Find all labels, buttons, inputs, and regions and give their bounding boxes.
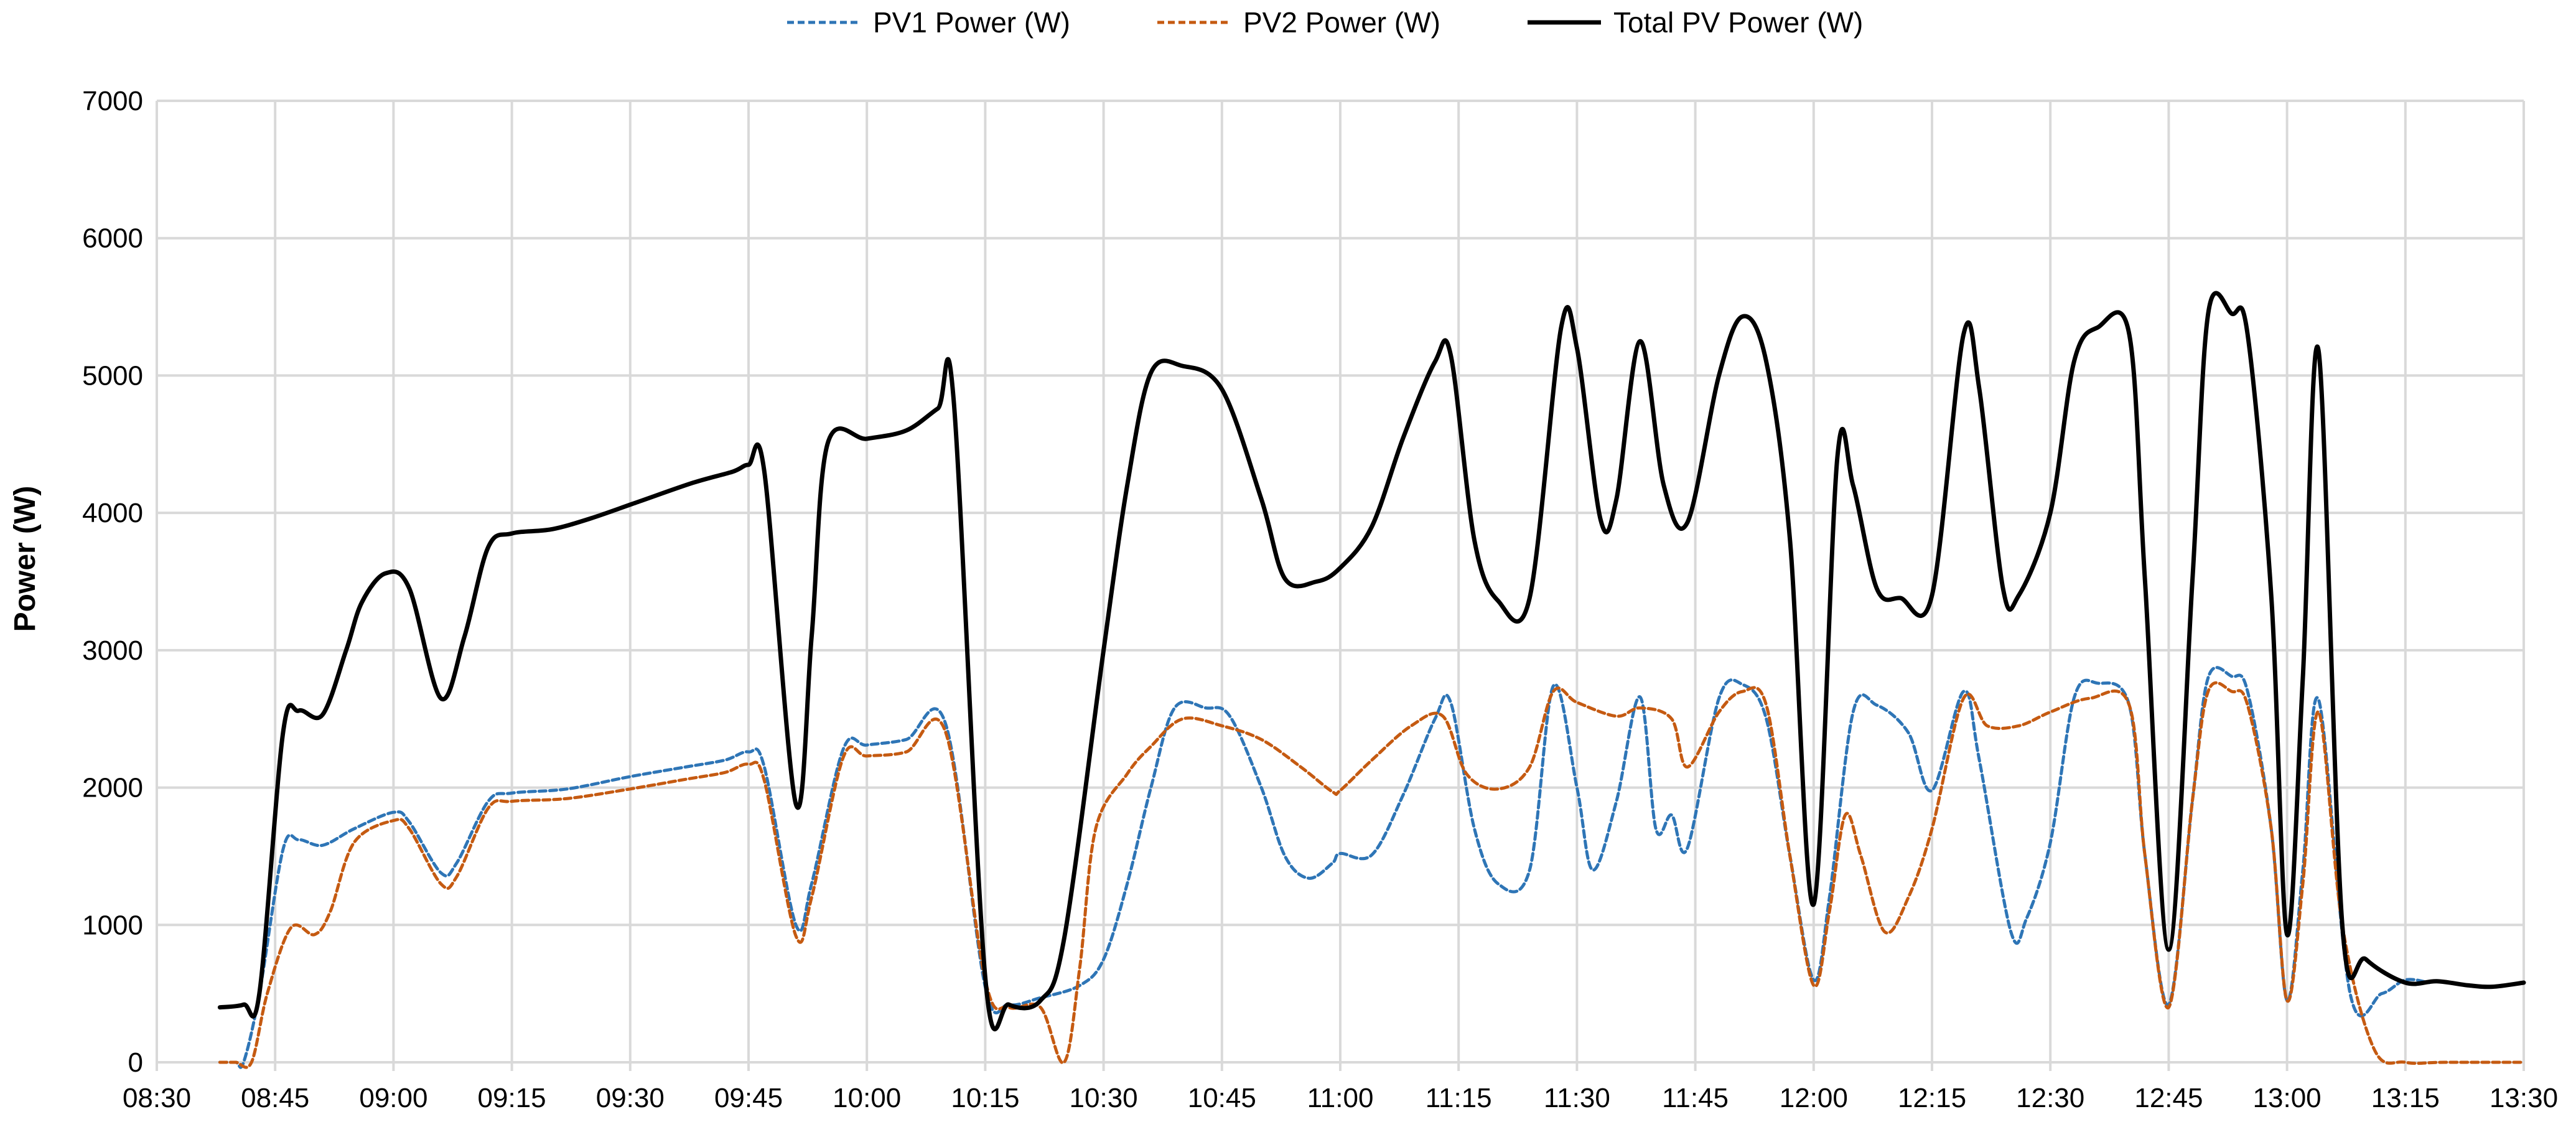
x-tick-label: 10:30	[1070, 1083, 1138, 1113]
y-tick-label: 0	[128, 1047, 143, 1078]
x-tick-label: 11:15	[1426, 1083, 1492, 1113]
y-tick-label: 3000	[82, 635, 143, 666]
total-pv-power-line	[217, 291, 2526, 1032]
x-tick-label: 11:30	[1544, 1083, 1610, 1113]
x-axis-tick-labels: 08:30 08:45 09:00 09:15 09:30 09:45 10:00 10:15…	[123, 1083, 2558, 1113]
x-tick-label: 13:15	[2371, 1083, 2440, 1113]
series-lines	[217, 291, 2526, 1069]
legend-label-pv1-power: PV1 Power (W)	[873, 6, 1070, 39]
x-tick-label: 13:00	[2253, 1083, 2322, 1113]
x-tick-label: 12:30	[2016, 1083, 2084, 1113]
x-tick-label: 11:00	[1307, 1083, 1374, 1113]
x-tick-label: 10:00	[833, 1083, 901, 1113]
x-tick-label: 12:00	[1780, 1083, 1848, 1113]
x-tick-label: 09:15	[478, 1083, 546, 1113]
y-tick-label: 4000	[82, 498, 143, 528]
x-tick-label: 10:45	[1188, 1083, 1256, 1113]
chart-legend: PV1 Power (W) PV2 Power (W) Total PV Power…	[787, 6, 1863, 39]
x-tick-label: 12:45	[2134, 1083, 2203, 1113]
y-tick-label: 7000	[82, 86, 143, 116]
y-tick-label: 2000	[82, 773, 143, 803]
y-tick-label: 1000	[82, 910, 143, 940]
x-tick-label: 12:15	[1898, 1083, 1966, 1113]
x-tick-label: 11:45	[1662, 1083, 1729, 1113]
y-tick-label: 6000	[82, 223, 143, 254]
x-tick-label: 13:30	[2490, 1083, 2558, 1113]
pv1-power-line	[218, 666, 2431, 1069]
x-tick-label: 09:30	[596, 1083, 665, 1113]
y-tick-label: 5000	[82, 360, 143, 391]
legend-label-pv2-power: PV2 Power (W)	[1243, 6, 1440, 39]
pv2-power-line	[218, 681, 2526, 1069]
y-axis-title: Power (W)	[9, 486, 42, 632]
y-axis-tick-labels: 0 1000 2000 3000 4000 5000 6000 7000	[82, 86, 143, 1078]
gridlines	[156, 100, 2525, 1071]
x-tick-label: 08:30	[123, 1083, 191, 1113]
x-tick-label: 10:15	[951, 1083, 1019, 1113]
x-tick-label: 08:45	[241, 1083, 309, 1113]
x-tick-label: 09:45	[714, 1083, 783, 1113]
x-tick-label: 09:00	[359, 1083, 427, 1113]
legend-label-total-pv-power: Total PV Power (W)	[1613, 6, 1863, 39]
